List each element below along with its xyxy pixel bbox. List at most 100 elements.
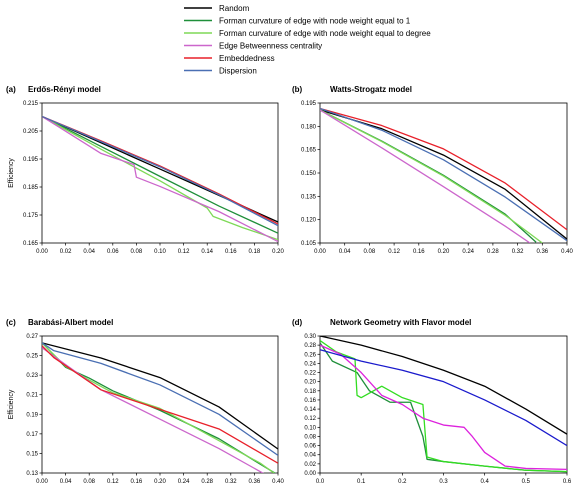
y-tick-label: 0.16: [304, 398, 316, 404]
y-tick-label: 0.06: [304, 444, 316, 450]
y-tick-label: 0.175: [23, 213, 39, 219]
x-tick-label: 0.32: [512, 249, 524, 255]
series-line-2: [320, 109, 543, 243]
y-tick-label: 0.105: [301, 241, 317, 247]
legend-label: Dispersion: [219, 67, 257, 76]
y-axis-label: Efficiency: [8, 158, 15, 188]
panel-letter: (c): [6, 318, 16, 327]
x-tick-label: 0.32: [225, 479, 237, 485]
x-tick-label: 0.00: [314, 249, 326, 255]
legend-label: Embeddedness: [219, 54, 275, 63]
x-tick-label: 0.0: [316, 479, 325, 485]
x-tick-label: 0.08: [131, 249, 143, 255]
panel-a: (a) Erdős-Rényi model 0.165 0.175 0.185 0.195…: [6, 85, 284, 255]
x-tick-label: 0.10: [154, 249, 166, 255]
x-tick-label: 0.40: [272, 479, 284, 485]
series-line-5: [320, 107, 567, 242]
x-tick-label: 0.12: [388, 249, 400, 255]
y-tick-label: 0.24: [304, 361, 316, 367]
x-tick-label: 0.00: [36, 479, 48, 485]
x-tick-label: 0.04: [60, 479, 72, 485]
panel-b: (b) Watts-Strogatz model 0.105 0.120 0.135 0.…: [292, 85, 573, 255]
x-tick-label: 0.20: [272, 249, 284, 255]
series-line-0: [320, 336, 567, 435]
x-tick-label: 0.14: [201, 249, 213, 255]
y-tick-label: 0.195: [301, 101, 317, 107]
y-tick-label: 0.21: [26, 393, 38, 399]
panel-c: (c) Barabási-Albert model 0.13 0.15 0.17 0.19…: [6, 318, 284, 485]
y-tick-label: 0.195: [23, 157, 39, 163]
legend-label: Random: [219, 4, 250, 13]
y-tick-label: 0.22: [304, 371, 316, 377]
y-tick-label: 0.25: [26, 354, 38, 360]
x-tick-label: 0.16: [225, 249, 237, 255]
y-tick-label: 0.13: [26, 471, 38, 477]
x-tick-label: 0.6: [563, 479, 572, 485]
x-tick-label: 0.36: [536, 249, 548, 255]
y-tick-label: 0.27: [26, 334, 38, 340]
series-line-0: [42, 342, 278, 450]
y-tick-label: 0.20: [304, 380, 316, 386]
y-tick-label: 0.08: [304, 434, 316, 440]
x-tick-label: 0.12: [107, 479, 119, 485]
x-tick-label: 0.06: [107, 249, 119, 255]
panel-title: Watts-Strogatz model: [330, 85, 412, 94]
y-tick-label: 0.12: [304, 416, 316, 422]
y-tick-label: 0.150: [301, 171, 317, 177]
y-tick-label: 0.18: [304, 389, 316, 395]
x-tick-label: 0.36: [249, 479, 261, 485]
y-tick-label: 0.185: [23, 185, 39, 191]
legend-label: Edge Betweenness centrality: [219, 42, 322, 51]
y-tick-label: 0.120: [301, 218, 317, 224]
series-line-4: [320, 107, 567, 231]
x-tick-label: 0.08: [83, 479, 95, 485]
y-tick-label: 0.23: [26, 373, 38, 379]
y-tick-label: 0.17: [26, 432, 38, 438]
y-tick-label: 0.135: [301, 194, 317, 200]
x-tick-label: 0.24: [178, 479, 190, 485]
x-tick-label: 0.08: [364, 249, 376, 255]
y-tick-label: 0.04: [304, 453, 316, 459]
series-line-3: [42, 347, 265, 473]
panel-title: Erdős-Rényi model: [28, 85, 101, 94]
y-tick-label: 0.10: [304, 425, 316, 431]
x-tick-label: 0.2: [398, 479, 407, 485]
x-tick-label: 0.04: [339, 249, 351, 255]
series-line-3: [320, 344, 567, 470]
x-tick-label: 0.16: [131, 479, 143, 485]
panel-letter: (b): [292, 85, 303, 94]
legend-label: Forman curvature of edge with node weigh…: [219, 29, 431, 38]
x-tick-label: 0.16: [413, 249, 425, 255]
series-line-1: [42, 115, 278, 234]
plot-frame: [319, 102, 568, 244]
panel-title: Barabási-Albert model: [28, 318, 113, 327]
y-tick-label: 0.14: [304, 407, 316, 413]
x-tick-label: 0.1: [357, 479, 366, 485]
series-line-5: [42, 342, 278, 456]
y-tick-label: 0.00: [304, 471, 316, 477]
plot-frame: [319, 335, 568, 474]
x-tick-label: 0.28: [487, 249, 499, 255]
series-line-2: [42, 115, 278, 241]
y-tick-label: 0.15: [26, 451, 38, 457]
x-tick-label: 0.5: [522, 479, 531, 485]
y-tick-label: 0.26: [304, 352, 316, 358]
legend-label: Forman curvature of edge with node weigh…: [219, 17, 411, 26]
x-tick-label: 0.00: [36, 249, 48, 255]
panels: (a) Erdős-Rényi model 0.165 0.175 0.185 0.195…: [6, 85, 573, 485]
y-tick-label: 0.19: [26, 412, 38, 418]
x-tick-label: 0.40: [561, 249, 573, 255]
panel-d: (d) Network Geometry with Flavor model 0.0…: [292, 318, 572, 485]
panel-title: Network Geometry with Flavor model: [330, 318, 471, 327]
y-tick-label: 0.30: [304, 334, 316, 340]
x-tick-label: 0.4: [480, 479, 489, 485]
panel-letter: (d): [292, 318, 303, 327]
series-line-3: [42, 115, 278, 243]
y-tick-label: 0.165: [301, 148, 317, 154]
panel-letter: (a): [6, 85, 16, 94]
series-line-4: [320, 349, 567, 447]
y-tick-label: 0.205: [23, 129, 39, 135]
x-tick-label: 0.02: [60, 249, 72, 255]
x-tick-label: 0.20: [154, 479, 166, 485]
